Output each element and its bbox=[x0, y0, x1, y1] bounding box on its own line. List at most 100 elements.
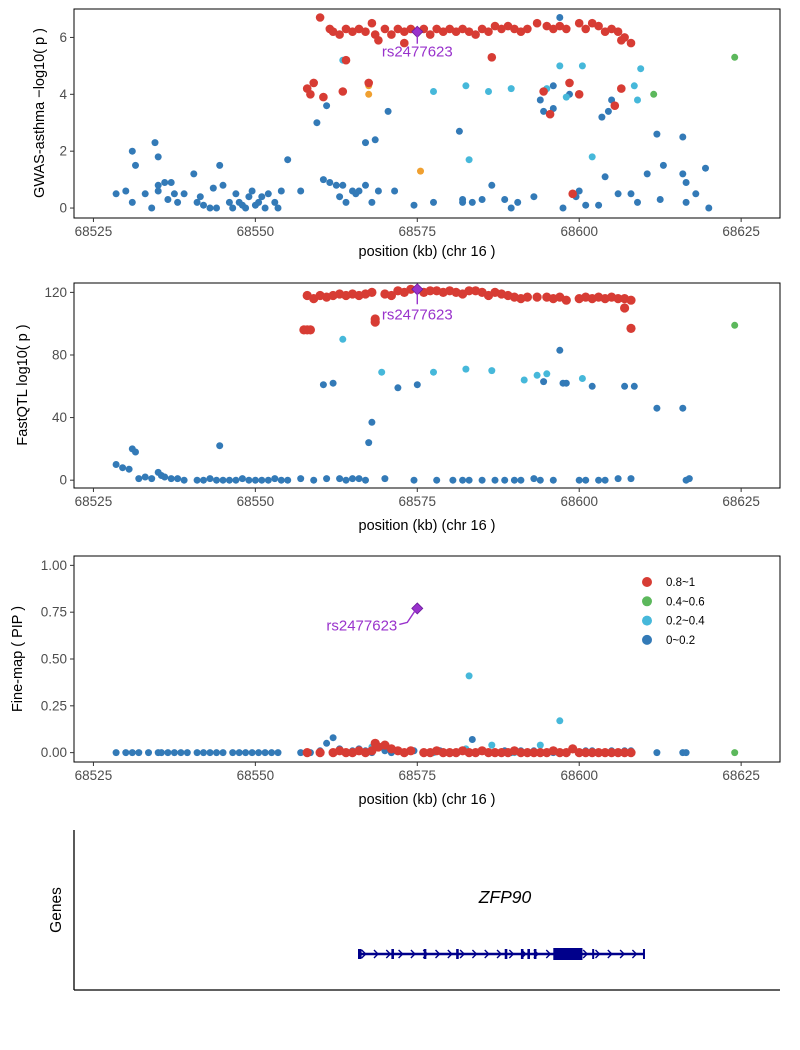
data-point bbox=[510, 24, 519, 34]
data-point bbox=[574, 18, 584, 28]
data-point bbox=[465, 672, 473, 680]
data-point bbox=[425, 286, 435, 296]
data-point bbox=[177, 749, 185, 757]
data-point bbox=[206, 475, 214, 483]
data-point bbox=[430, 368, 437, 376]
data-point bbox=[323, 475, 331, 483]
data-point bbox=[536, 476, 544, 484]
data-point bbox=[365, 439, 373, 447]
data-point bbox=[235, 749, 243, 757]
data-point bbox=[626, 323, 636, 333]
data-point bbox=[465, 476, 473, 484]
data-point bbox=[213, 749, 220, 757]
data-point bbox=[157, 749, 165, 757]
data-point bbox=[556, 14, 564, 21]
data-point bbox=[336, 193, 344, 201]
x-tick-label: 68575 bbox=[399, 768, 437, 783]
data-point bbox=[380, 24, 390, 34]
y-tick-label: 0.00 bbox=[41, 745, 67, 760]
data-point bbox=[536, 96, 544, 104]
finemap-points: rs2477623 bbox=[112, 602, 739, 758]
data-point bbox=[406, 284, 416, 294]
data-point bbox=[141, 473, 149, 481]
data-point bbox=[568, 189, 577, 199]
y-tick-label: 120 bbox=[44, 285, 67, 300]
data-point bbox=[432, 24, 442, 34]
data-point bbox=[464, 286, 474, 296]
data-point bbox=[620, 748, 630, 758]
data-point bbox=[556, 62, 564, 70]
data-point bbox=[496, 748, 507, 758]
data-point bbox=[200, 476, 207, 484]
data-point bbox=[112, 749, 120, 757]
data-point bbox=[587, 748, 597, 758]
data-point bbox=[367, 18, 377, 28]
data-point bbox=[549, 24, 558, 34]
data-point bbox=[604, 107, 612, 115]
data-point bbox=[193, 198, 201, 206]
data-point bbox=[229, 749, 237, 757]
data-point bbox=[400, 27, 409, 36]
genes-panel: Genes ZFP90 bbox=[48, 830, 780, 991]
strand-arrow bbox=[545, 949, 552, 959]
data-point bbox=[650, 90, 658, 98]
data-point bbox=[582, 476, 590, 484]
data-point bbox=[410, 476, 418, 484]
finemap-ticks: 68525 68550 68575 68600 68625 0.00 0.25 0.50 0.7… bbox=[41, 558, 760, 783]
data-point bbox=[478, 476, 486, 484]
x-tick-label: 68575 bbox=[399, 224, 437, 239]
data-point bbox=[128, 147, 136, 155]
data-point bbox=[112, 461, 120, 468]
data-point bbox=[594, 748, 604, 758]
data-point bbox=[562, 93, 570, 101]
data-point bbox=[370, 30, 380, 39]
data-point bbox=[174, 475, 182, 483]
data-point bbox=[530, 475, 538, 483]
data-point bbox=[232, 476, 240, 484]
data-point bbox=[232, 190, 240, 198]
data-point bbox=[128, 198, 136, 206]
data-point bbox=[261, 204, 269, 212]
eqtl-y-axis-title: FastQTL log10( p ) bbox=[15, 324, 31, 445]
legend-label: 0.4~0.6 bbox=[666, 596, 705, 608]
strand-arrow bbox=[471, 949, 478, 959]
data-point bbox=[507, 204, 515, 212]
data-point bbox=[626, 748, 636, 758]
data-point bbox=[559, 204, 567, 212]
data-point bbox=[539, 87, 548, 96]
legend-marker bbox=[642, 634, 652, 645]
data-point bbox=[459, 476, 467, 484]
data-point bbox=[213, 476, 220, 484]
data-point bbox=[258, 193, 266, 201]
data-point bbox=[682, 749, 690, 757]
x-tick-label: 68550 bbox=[237, 494, 275, 509]
data-point bbox=[384, 107, 392, 115]
data-point bbox=[342, 198, 350, 206]
data-point bbox=[419, 748, 429, 758]
data-point bbox=[339, 335, 347, 343]
gene-exon bbox=[358, 949, 362, 959]
data-point bbox=[315, 13, 325, 22]
data-point bbox=[297, 187, 305, 195]
data-point bbox=[731, 749, 739, 757]
data-point bbox=[125, 465, 133, 473]
data-point bbox=[148, 204, 156, 212]
data-point bbox=[245, 193, 253, 201]
strand-arrow bbox=[631, 949, 638, 959]
x-tick-label: 68600 bbox=[560, 494, 598, 509]
data-point bbox=[607, 24, 616, 34]
data-point bbox=[319, 176, 327, 184]
x-tick-label: 68625 bbox=[722, 494, 760, 509]
strand-arrow bbox=[582, 949, 589, 959]
data-point bbox=[251, 476, 259, 484]
data-point bbox=[284, 476, 292, 484]
legend-label: 0.2~0.4 bbox=[666, 616, 705, 628]
data-point bbox=[561, 295, 571, 305]
data-point bbox=[164, 749, 172, 757]
data-point bbox=[488, 367, 496, 375]
data-point bbox=[196, 193, 204, 201]
data-point bbox=[626, 295, 636, 305]
data-point bbox=[464, 748, 474, 758]
data-point bbox=[588, 382, 596, 390]
